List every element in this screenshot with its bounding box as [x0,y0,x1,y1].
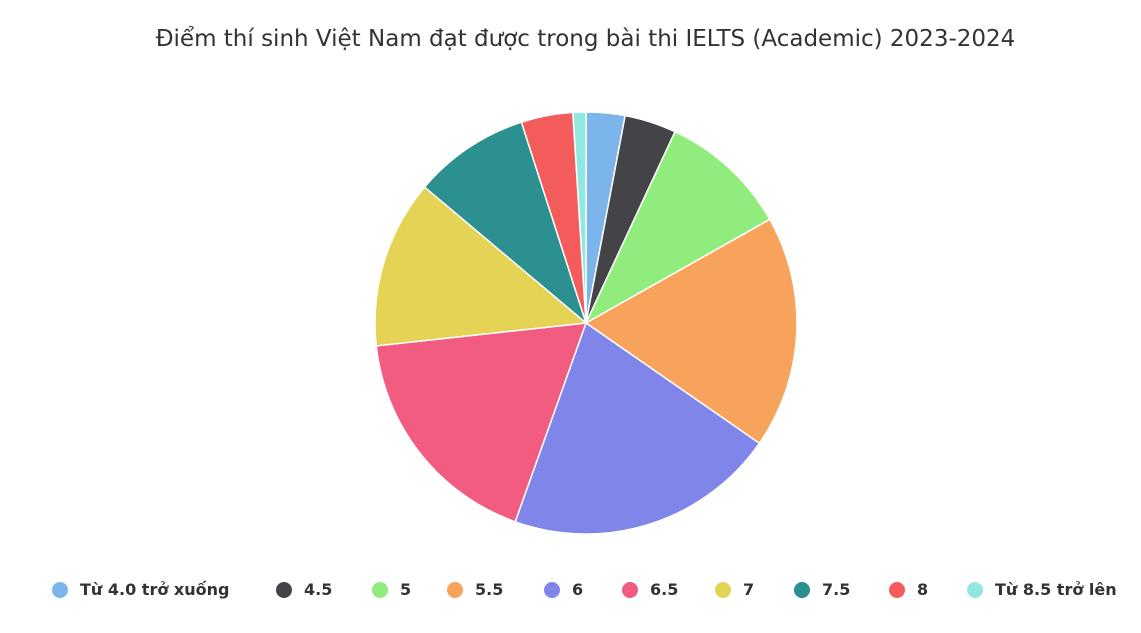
legend-item[interactable]: Từ 8.5 trở lên [967,580,1117,599]
legend-marker [967,581,983,598]
legend-marker [794,581,810,598]
legend-label: Từ 4.0 trở xuống [80,580,230,599]
legend-item[interactable]: Từ 4.0 trở xuống [52,580,229,599]
legend-item[interactable]: 7.5 [794,580,850,599]
legend-marker [889,581,905,598]
legend-label: 5.5 [475,580,504,599]
legend-item[interactable]: 6.5 [622,580,678,599]
legend-label: 4.5 [304,580,333,599]
pie-slice-3[interactable] [584,130,771,325]
pie-slice-8[interactable] [423,121,588,326]
legend-marker [52,581,68,598]
legend-marker [372,581,388,598]
legend-marker [715,581,731,598]
legend-marker [276,581,292,598]
legend-label: 5 [400,580,412,599]
pie-slice-10[interactable] [572,111,587,324]
legend-item[interactable]: 5 [372,580,411,599]
legend-marker [544,581,560,598]
chart-title: Điểm thí sinh Việt Nam đạt được trong bà… [155,26,1016,52]
pie-slice-6[interactable] [375,322,588,523]
legend-item[interactable]: 8 [889,580,928,599]
legend-item[interactable]: 7 [715,580,754,599]
legend-label: 6.5 [650,580,679,599]
legend-item[interactable]: 4.5 [276,580,332,599]
legend-marker [447,581,463,598]
pie-slice-5[interactable] [514,321,761,535]
pie-slice-7[interactable] [374,186,588,347]
legend-label: 6 [572,580,584,599]
legend-label: 8 [917,580,929,599]
pie-slice-4[interactable] [584,218,798,445]
legend-label: 7 [743,580,755,599]
legend-item[interactable]: 6 [544,580,583,599]
legend-label: 7.5 [822,580,851,599]
legend-marker [622,581,638,598]
legend-label: Từ 8.5 trở lên [995,580,1117,599]
legend-item[interactable]: 5.5 [447,580,503,599]
